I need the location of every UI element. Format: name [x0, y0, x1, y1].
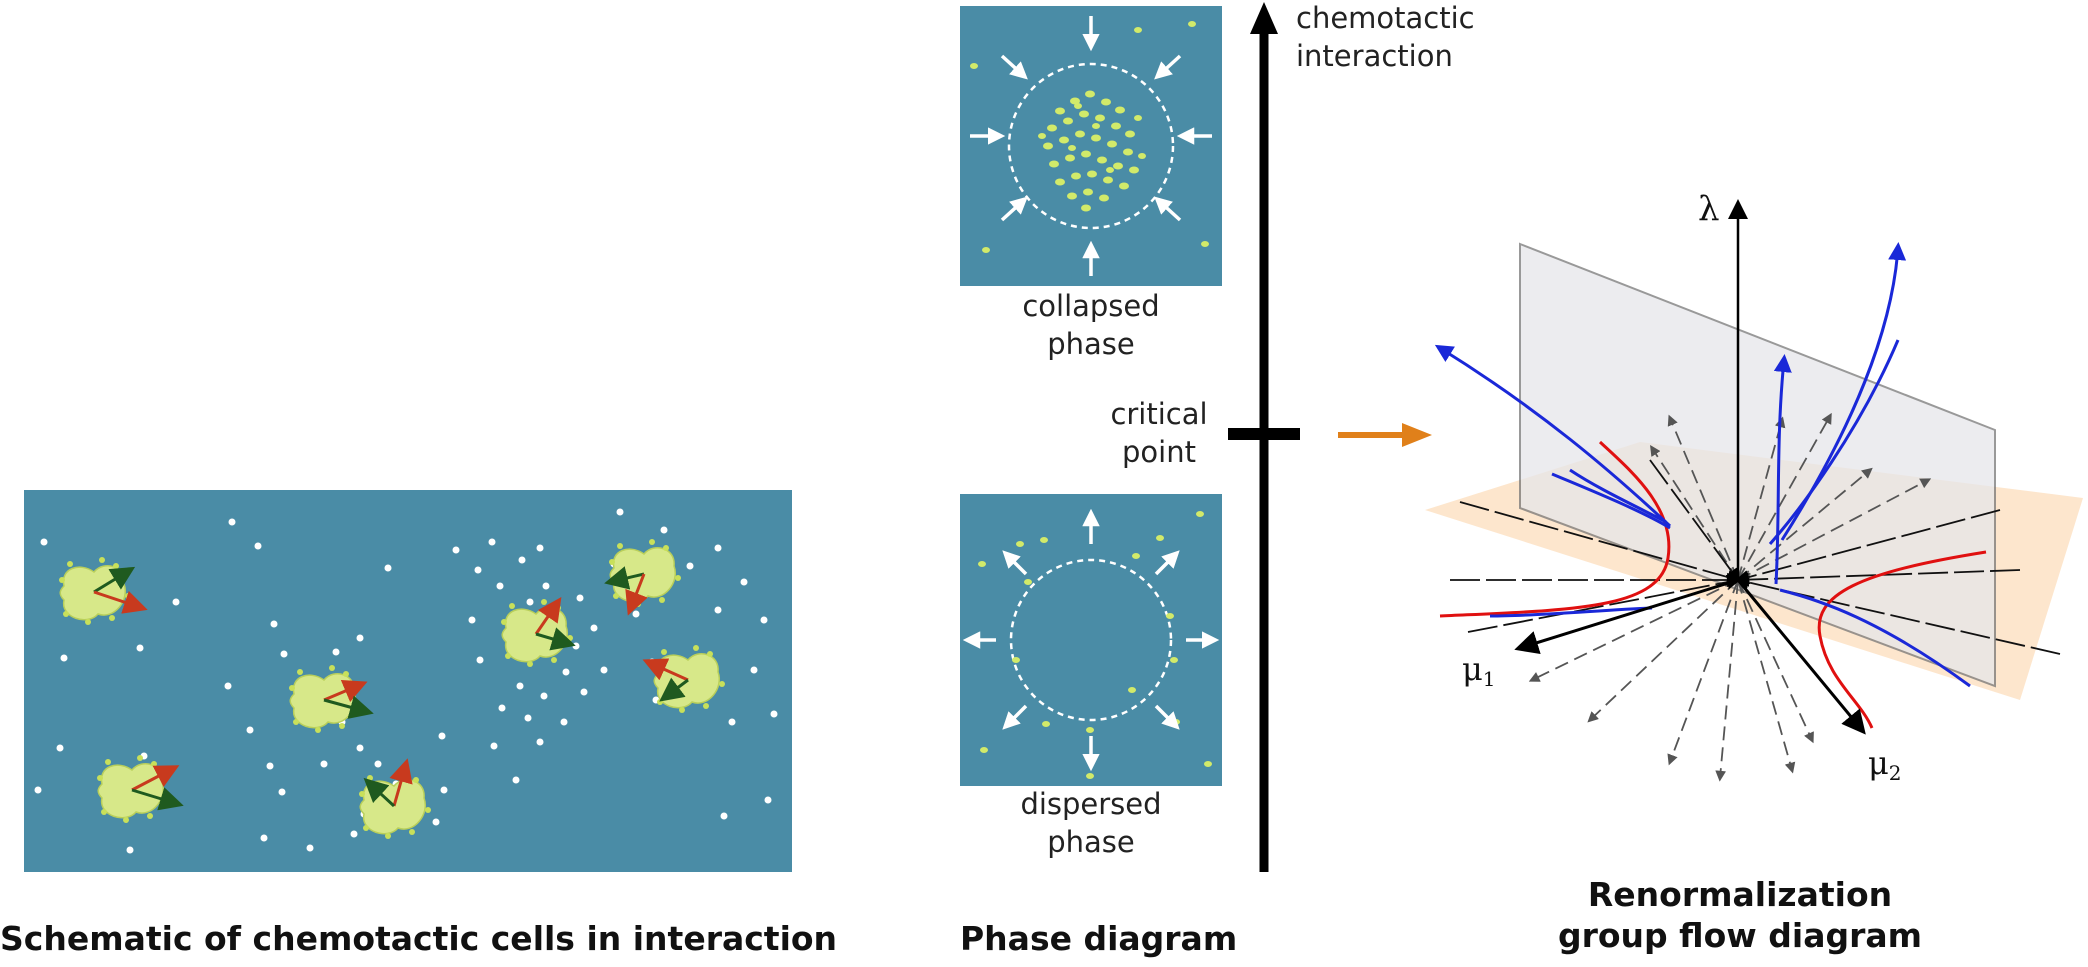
cell	[58, 556, 148, 626]
cell	[642, 644, 726, 714]
schematic-illustration	[24, 490, 792, 872]
orange-right-arrow-icon	[1338, 423, 1432, 447]
axis-label: chemotactic interaction	[1296, 1, 1475, 73]
grey-plane	[1519, 242, 1996, 688]
axis-arrowhead-icon	[1250, 2, 1278, 34]
mu2-label: μ	[1868, 744, 1889, 782]
mu1-axis	[1514, 578, 1739, 655]
critical-point-label: critical point	[1110, 397, 1208, 469]
cell	[358, 758, 432, 840]
collapsed-cells	[970, 21, 1209, 253]
svg-text:μ2: μ2	[1868, 744, 1902, 785]
mu2-subscript: 2	[1889, 761, 1902, 785]
critical-point-tick	[1228, 428, 1300, 440]
schematic-panel	[24, 490, 792, 872]
grey-flow-lines	[1528, 412, 1932, 782]
dispersed-phase-panel	[960, 494, 1222, 786]
mu1-label: μ	[1462, 650, 1483, 688]
cell	[96, 754, 184, 824]
schematic-caption: Schematic of chemotactic cells in intera…	[0, 919, 838, 958]
collapsed-phase-panel	[960, 6, 1222, 286]
cell	[500, 597, 576, 668]
chemotactic-axis	[1228, 2, 1300, 872]
blue-flow-lines	[1434, 242, 1971, 688]
separatrix-left	[1439, 440, 1671, 618]
cell	[288, 664, 374, 734]
lambda-label: λ	[1698, 189, 1720, 229]
rg-flow-diagram: λ μ1 μ2	[1425, 189, 2083, 785]
cell	[604, 538, 682, 616]
inward-arrow-icon	[970, 16, 1212, 276]
collapsed-phase-label: collapsed phase	[1022, 289, 1160, 361]
mu2-axis	[1736, 579, 1866, 735]
phase-caption: Phase diagram	[960, 919, 1238, 958]
rg-caption: Renormalization group flow diagram	[1557, 875, 1923, 956]
dispersed-cells	[978, 511, 1212, 779]
separatrix-right	[1817, 550, 1987, 729]
mu1-subscript: 1	[1483, 667, 1496, 691]
svg-text:μ1: μ1	[1462, 650, 1496, 691]
dispersed-phase-label: dispersed phase	[1020, 787, 1162, 859]
black-flow-lines	[1450, 459, 2061, 655]
outward-arrow-icon	[962, 508, 1220, 772]
phase-illustrations	[960, 6, 1222, 786]
